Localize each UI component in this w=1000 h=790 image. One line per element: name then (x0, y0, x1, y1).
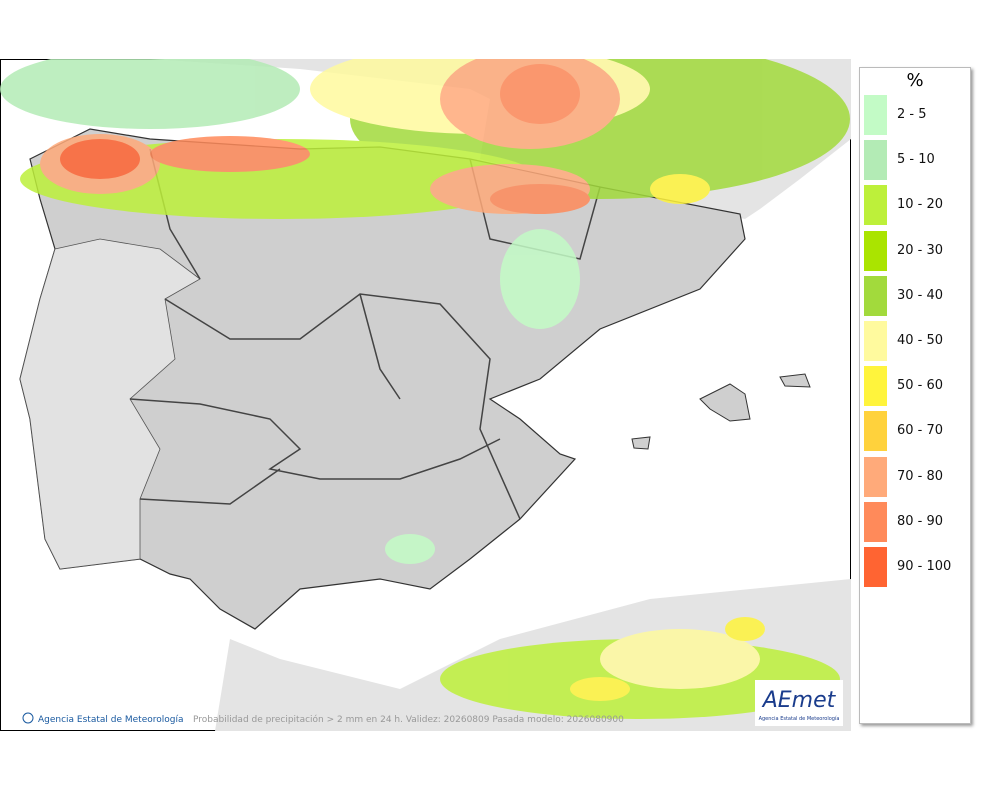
caption: Probabilidad de precipitación > 2 mm en … (193, 714, 624, 725)
probability-field (0, 59, 850, 719)
legend: % 2 - 5 5 - 10 10 - 20 20 - 30 30 - 40 40 - 5… (859, 67, 971, 724)
logo-box (755, 680, 843, 726)
legend-swatch (864, 95, 887, 135)
legend-swatch (864, 501, 887, 542)
legend-label: 5 - 10 (897, 152, 935, 168)
legend-item: 90 - 100 (864, 547, 968, 587)
legend-label: 90 - 100 (897, 559, 952, 574)
island (699, 383, 751, 422)
legend-item: 30 - 40 (864, 275, 968, 316)
legend-label: 40 - 50 (897, 333, 944, 348)
legend-swatch (864, 456, 887, 497)
legend-item: 10 - 20 (864, 185, 968, 226)
legend-swatch (864, 275, 887, 316)
legend-swatch (864, 411, 887, 452)
legend-item: 60 - 70 (864, 411, 968, 452)
copyright-icon (22, 712, 34, 724)
legend-label: 20 - 30 (897, 242, 944, 258)
legend-label: 70 - 80 (897, 468, 944, 484)
logo: AEmet (761, 688, 837, 713)
legend-label: 60 - 70 (897, 423, 944, 439)
legend-item: 2 - 5 (864, 95, 968, 135)
legend-swatch (864, 321, 887, 361)
legend-label: 10 - 20 (897, 197, 944, 213)
map: AEmet Agencia Estatal de Meteorología Ag… (0, 59, 851, 731)
legend-label: 50 - 60 (897, 378, 944, 394)
legend-swatch (864, 366, 887, 407)
legend-swatch (864, 185, 887, 226)
legend-item: 50 - 60 (864, 366, 968, 407)
legend-label: 80 - 90 (897, 513, 944, 529)
credit: Agencia Estatal de Meteorología (38, 715, 184, 725)
legend-item: 70 - 80 (864, 456, 968, 497)
legend-title: % (906, 70, 924, 91)
legend-swatch (864, 140, 887, 181)
legend-label: 2 - 5 (897, 107, 927, 122)
legend-item: 40 - 50 (864, 321, 968, 361)
island (631, 436, 651, 450)
legend-item: 80 - 90 (864, 501, 968, 542)
logo-subtitle: Agencia Estatal de Meteorología (759, 715, 840, 722)
legend-label: 30 - 40 (897, 287, 944, 303)
legend-swatch (864, 230, 887, 271)
legend-item: 5 - 10 (864, 140, 968, 181)
legend-swatch (864, 547, 887, 587)
island (779, 373, 811, 388)
legend-item: 20 - 30 (864, 230, 968, 271)
